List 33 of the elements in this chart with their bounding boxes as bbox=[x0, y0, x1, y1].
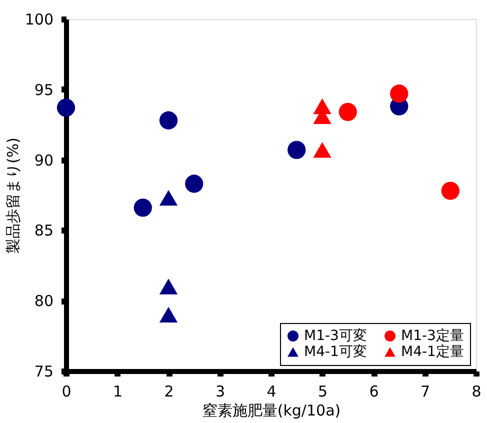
point bbox=[185, 174, 204, 193]
y-tick-label: 80 bbox=[34, 292, 54, 310]
point bbox=[159, 306, 178, 323]
point bbox=[159, 190, 178, 206]
point bbox=[441, 182, 460, 200]
x-tick-label: 0 bbox=[62, 382, 72, 400]
x-tick-label: 1 bbox=[112, 382, 123, 400]
point bbox=[159, 111, 178, 130]
y-tick-label: 90 bbox=[34, 151, 54, 170]
y-axis-title: 製品歩留まり(%) bbox=[4, 138, 22, 254]
y-tick-label: 100 bbox=[24, 10, 54, 28]
point bbox=[338, 102, 357, 121]
legend-label: M1-3定量 bbox=[401, 328, 464, 344]
point bbox=[56, 98, 76, 117]
y-tick-label: 95 bbox=[34, 80, 54, 99]
point bbox=[134, 198, 152, 217]
point bbox=[390, 84, 408, 103]
x-tick-label: 7 bbox=[420, 382, 430, 400]
point bbox=[288, 140, 306, 160]
x-tick-label: 4 bbox=[266, 382, 276, 400]
y-tick-label: 85 bbox=[34, 222, 54, 240]
legend-label: M4-1定量 bbox=[401, 344, 464, 360]
legend-label: M1-3可変 bbox=[304, 328, 367, 344]
x-tick-label: 5 bbox=[318, 382, 328, 400]
x-axis-title: 窒素施肥量(kg/10a) bbox=[202, 402, 341, 420]
point bbox=[313, 142, 332, 158]
y-tick-label: 75 bbox=[34, 362, 54, 380]
x-tick-label: 6 bbox=[369, 382, 379, 400]
x-tick-label: 3 bbox=[215, 382, 226, 400]
legend-label: M4-1可変 bbox=[304, 344, 367, 360]
x-tick-label: 8 bbox=[472, 382, 482, 400]
x-tick-label: 2 bbox=[164, 382, 174, 400]
point bbox=[159, 278, 178, 294]
